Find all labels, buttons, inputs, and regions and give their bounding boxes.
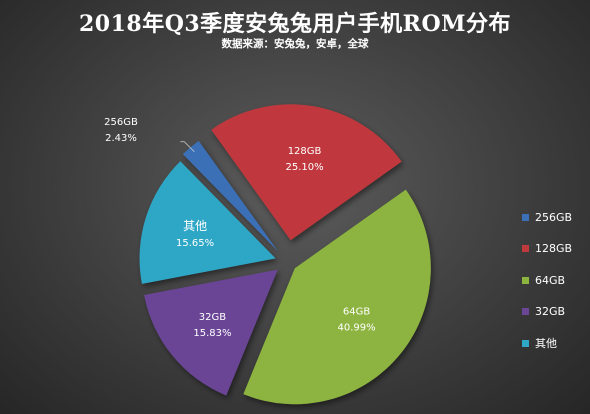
legend-label: 64GB [535,273,566,287]
slice-value-256GB: 2.43% [105,133,137,144]
pie-slice-128GB [211,104,402,241]
pie-slice-32GB [144,269,278,396]
legend-swatch [522,276,529,284]
slice-label-64GB: 64GB [343,306,370,317]
chart-subtitle: 数据来源：安兔兔，安卓，全球 [221,38,369,50]
legend-label: 128GB [535,242,573,255]
slice-label-32GB: 32GB [199,312,226,323]
chart-title: 2018年Q3季度安兔兔用户手机ROM分布 [78,11,511,37]
slice-value-32GB: 15.83% [193,328,231,339]
slice-label-128GB: 128GB [288,146,322,157]
legend-item-其他: 其他 [522,335,572,351]
legend-item-128GB: 128GB [522,241,572,257]
legend-swatch [522,245,529,252]
legend-swatch [522,213,529,221]
slice-value-128GB: 25.10% [285,162,323,173]
slice-label-256GB: 256GB [104,117,138,128]
legend-swatch [522,308,529,315]
slice-value-64GB: 40.99% [338,322,376,333]
legend-swatch [522,339,529,347]
slice-value-其他: 15.65% [176,238,214,249]
pie-slice-256GB [182,140,278,252]
leader-line-256GB [180,141,195,153]
pie-slice-其他 [139,161,276,284]
legend-item-32GB: 32GB [522,304,572,320]
legend-label: 256GB [535,210,573,224]
legend-label: 其他 [535,337,557,350]
legend: 256GB 128GB 64GB 32GB 其他 [522,209,572,367]
legend-label: 32GB [535,305,566,318]
legend-item-64GB: 64GB [522,272,572,288]
pie-slice-64GB [243,189,431,405]
legend-item-256GB: 256GB [522,209,572,225]
slice-label-其他: 其他 [183,219,207,233]
